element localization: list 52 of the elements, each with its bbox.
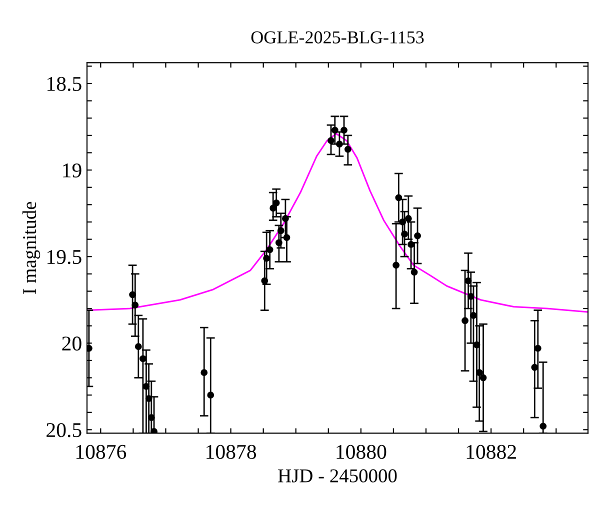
x-tick-label: 10876 [76,444,126,459]
chart-title: OGLE-2025-BLG-1153 [251,31,424,44]
point [148,414,155,422]
point [207,392,214,399]
point [340,126,348,134]
point [261,277,268,284]
point [200,369,208,376]
y-tick-label: 20.5 [46,423,82,438]
point [129,291,136,298]
point [534,344,542,352]
point [336,140,343,148]
point [399,218,406,226]
point [540,422,547,430]
point [464,277,472,284]
point [408,241,414,248]
point [344,146,352,153]
point [272,199,280,206]
point [476,369,483,376]
point [134,343,142,350]
point [263,254,270,262]
point [145,395,152,402]
point [270,204,277,212]
point [275,239,282,246]
point [410,268,418,276]
point [470,312,477,319]
x-tick-label: 10878 [206,444,256,459]
point [283,234,290,242]
point [473,341,480,348]
x-axis-title: HJD - 2450000 [278,469,397,482]
x-tick-label: 10882 [466,444,516,459]
point [395,194,402,202]
point [414,232,421,240]
y-tick-label: 18.5 [48,76,82,92]
y-tick-label: 19.5 [48,250,82,264]
point [142,382,150,390]
point [392,262,400,269]
point [480,374,487,382]
x-tick-label: 10880 [336,444,386,459]
point [132,302,139,309]
point [401,230,408,238]
point [328,137,334,144]
point [331,126,338,134]
point [467,292,474,300]
point [266,246,274,254]
y-tick-label: 20 [62,336,82,351]
y-axis-title: I magnitude [22,202,40,294]
point [404,215,412,222]
point [462,317,468,324]
point [277,227,284,234]
y-tick-label: 19 [63,163,82,178]
point [531,364,538,371]
point [140,355,146,362]
